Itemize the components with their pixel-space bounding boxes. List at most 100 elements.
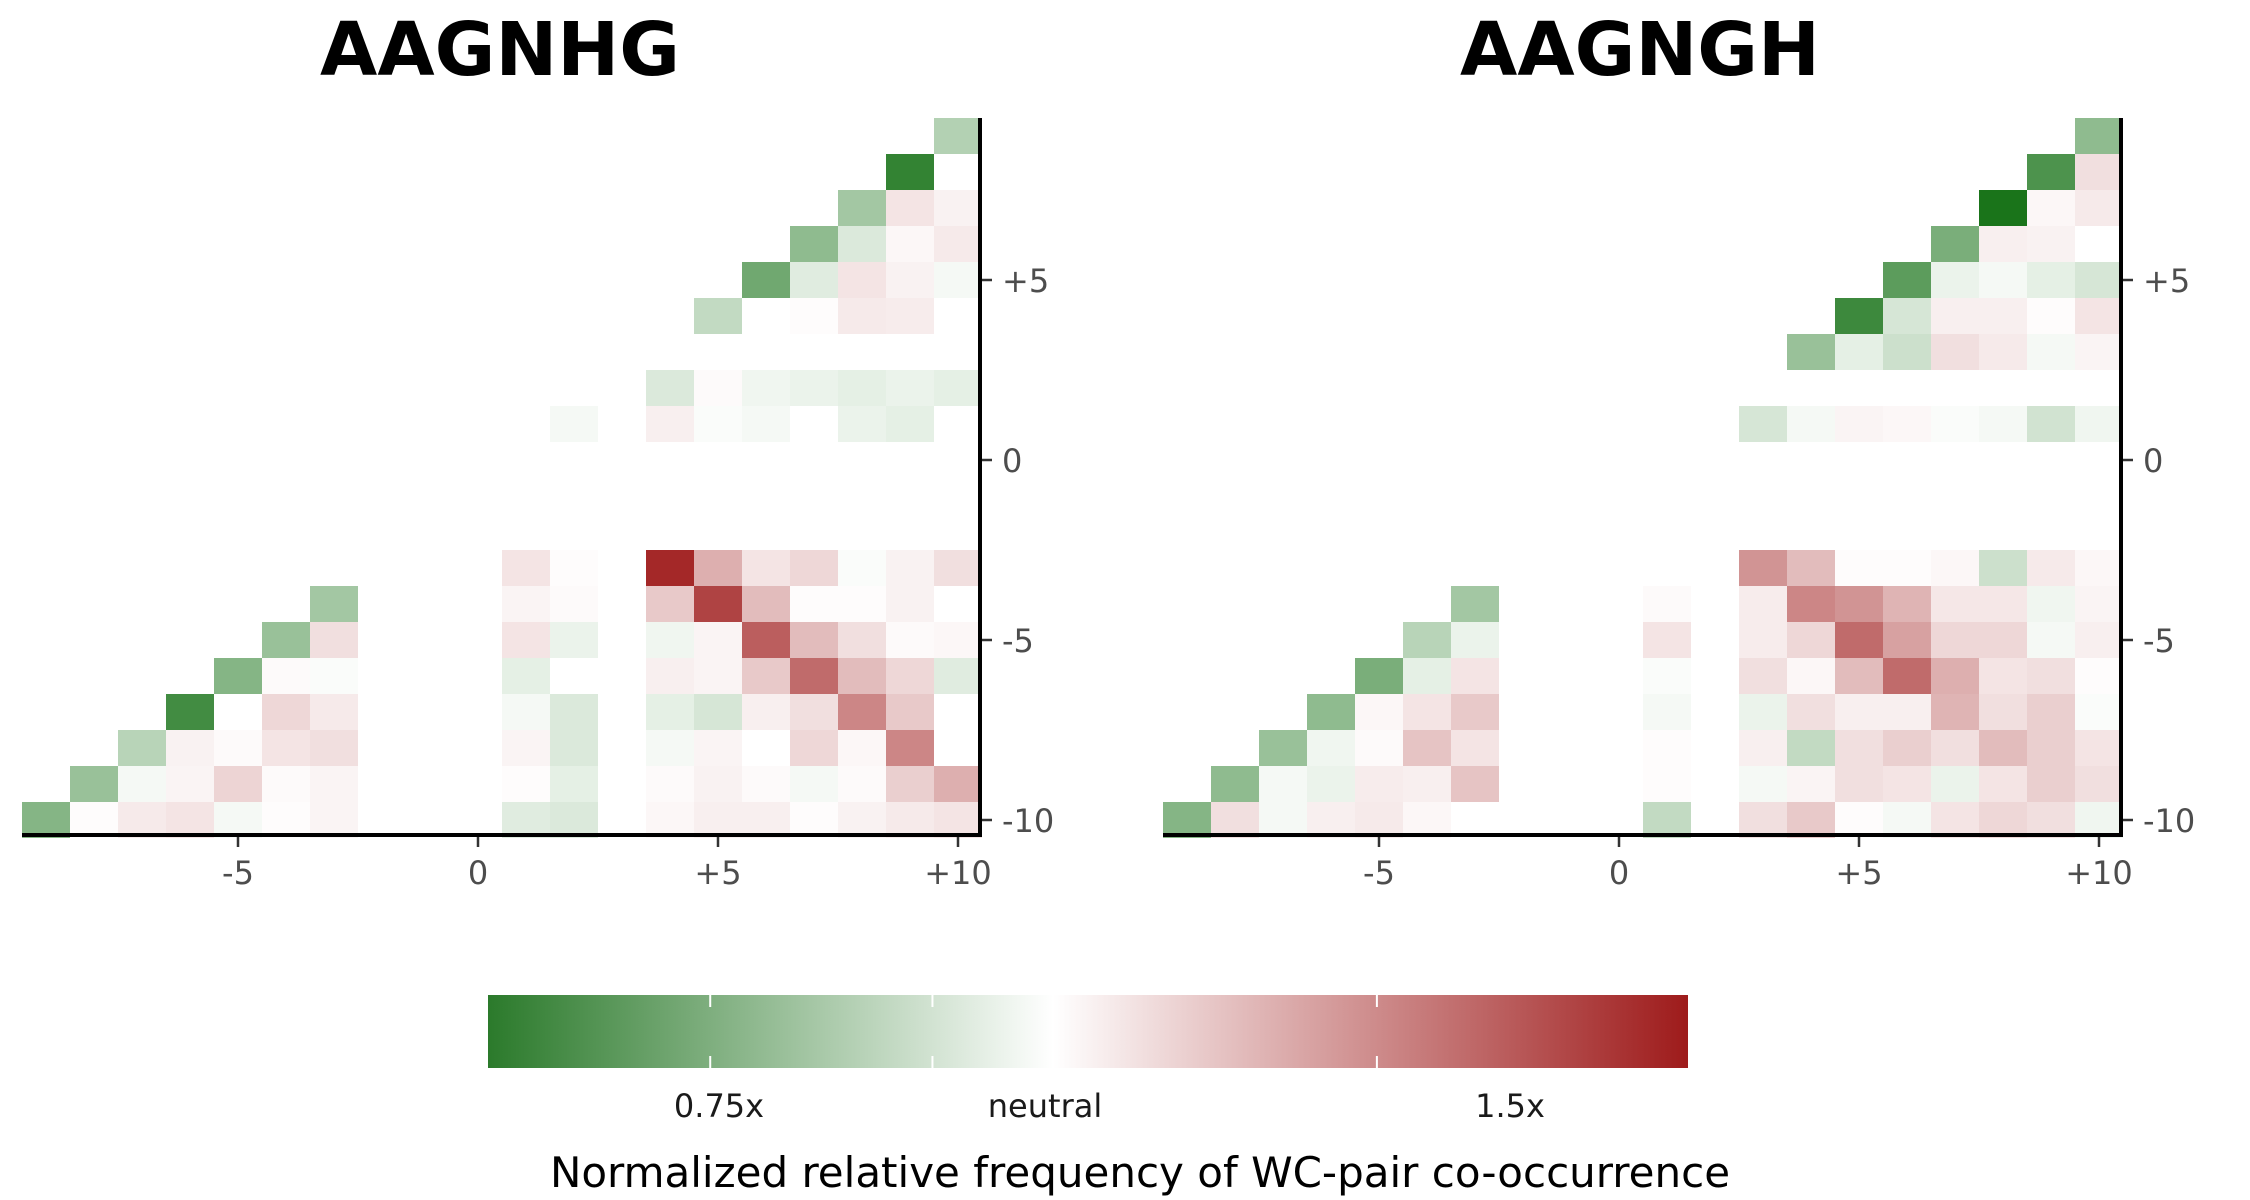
heatmap-cell — [646, 586, 694, 622]
heatmap-cell — [70, 802, 118, 838]
heatmap-cell — [886, 730, 934, 766]
heatmap-cell — [838, 190, 886, 226]
heatmap-cell — [838, 658, 886, 694]
heatmap-cell — [1931, 226, 1979, 262]
heatmap-cell — [1739, 622, 1787, 658]
heatmap-cell — [1931, 406, 1979, 442]
heatmap-cell — [1211, 766, 1259, 802]
heatmap-cell — [1787, 622, 1835, 658]
heatmap-cell — [790, 370, 838, 406]
y-tick-label: -10 — [2143, 802, 2195, 840]
heatmap-cell — [1883, 622, 1931, 658]
heatmap-cell — [502, 622, 550, 658]
heatmap-cell — [1643, 730, 1691, 766]
heatmap-cell — [2027, 298, 2075, 334]
heatmap-cell — [886, 586, 934, 622]
heatmap-cell — [1451, 766, 1499, 802]
heatmap-cell — [790, 550, 838, 586]
heatmap-cell — [742, 658, 790, 694]
heatmap-cell — [502, 586, 550, 622]
heatmap-cell — [790, 730, 838, 766]
heatmap-cell — [742, 766, 790, 802]
heatmap-cell — [1787, 802, 1835, 838]
heatmap-cell — [2027, 550, 2075, 586]
heatmap-cell — [1979, 226, 2027, 262]
heatmap-cell — [742, 802, 790, 838]
heatmap-cell — [262, 730, 310, 766]
heatmap-cell — [1979, 406, 2027, 442]
heatmap-cell — [1835, 802, 1883, 838]
heatmap-cell — [310, 658, 358, 694]
heatmap-cell — [1931, 730, 1979, 766]
heatmap-cell — [262, 766, 310, 802]
heatmap-cell — [694, 730, 742, 766]
heatmap-cell — [934, 658, 982, 694]
heatmap-cell — [838, 730, 886, 766]
heatmap-cell — [1787, 334, 1835, 370]
heatmap-cell — [886, 262, 934, 298]
heatmap-cell — [1355, 802, 1403, 838]
heatmap-cell — [2075, 802, 2123, 838]
heatmap-cell — [886, 658, 934, 694]
heatmap-cell — [1835, 550, 1883, 586]
heatmap-cell — [934, 262, 982, 298]
heatmap-cell — [886, 766, 934, 802]
heatmap-cell — [694, 658, 742, 694]
y-tick-label: 0 — [2143, 442, 2163, 480]
heatmap-cell — [1451, 730, 1499, 766]
heatmap-cell — [2075, 262, 2123, 298]
y-tick-label: -5 — [2143, 622, 2175, 660]
heatmap-cell — [694, 586, 742, 622]
heatmap-cell — [1979, 586, 2027, 622]
heatmap-cell — [1403, 658, 1451, 694]
y-tick-label: +5 — [1002, 262, 1049, 300]
x-tick-label: 0 — [468, 854, 488, 892]
heatmap-cell — [550, 730, 598, 766]
heatmap-cell — [1787, 658, 1835, 694]
heatmap-cell — [1835, 298, 1883, 334]
heatmap-cell — [1835, 622, 1883, 658]
y-tick-label: 0 — [1002, 442, 1022, 480]
heatmap-cell — [1979, 658, 2027, 694]
heatmap-cell — [2027, 802, 2075, 838]
heatmap-cell — [1643, 766, 1691, 802]
heatmap-cell — [886, 370, 934, 406]
heatmap-cell — [118, 730, 166, 766]
panel-title-right: AAGNGH — [1460, 7, 1820, 93]
heatmap-cell — [838, 622, 886, 658]
heatmap-cell — [694, 802, 742, 838]
heatmap-cell — [1979, 694, 2027, 730]
heatmap-cell — [1979, 262, 2027, 298]
heatmap-cell — [1355, 658, 1403, 694]
heatmap-cell — [838, 694, 886, 730]
heatmap-cell — [1979, 334, 2027, 370]
heatmap-cell — [1739, 730, 1787, 766]
heatmap-cell — [1883, 802, 1931, 838]
heatmap-cell — [1643, 658, 1691, 694]
heatmap-cell — [742, 370, 790, 406]
heatmap-cell — [2027, 658, 2075, 694]
heatmap-cell — [502, 658, 550, 694]
heatmap-cell — [550, 586, 598, 622]
heatmap-cell — [2027, 226, 2075, 262]
heatmap-cell — [790, 226, 838, 262]
heatmap-cell — [790, 622, 838, 658]
heatmap-cell — [1259, 766, 1307, 802]
heatmap-cell — [1739, 658, 1787, 694]
heatmap-cell — [1451, 694, 1499, 730]
heatmap-cell — [742, 694, 790, 730]
y-tick-label: -5 — [1002, 622, 1034, 660]
y-ticks-left: +5 0 -5 -10 — [982, 262, 1054, 840]
heatmap-cell — [2075, 190, 2123, 226]
heatmap-cell — [694, 766, 742, 802]
heatmap-cell — [886, 622, 934, 658]
heatmap-panel-right: AAGNGH -5 0 +5 +10 +5 0 -5 -10 — [1163, 7, 2195, 892]
heatmap-cell — [934, 586, 982, 622]
heatmap-cell — [502, 730, 550, 766]
heatmap-cell — [1931, 334, 1979, 370]
heatmap-cell — [1211, 802, 1259, 838]
heatmap-cell — [742, 586, 790, 622]
heatmap-cell — [934, 730, 982, 766]
heatmap-cell — [1403, 802, 1451, 838]
